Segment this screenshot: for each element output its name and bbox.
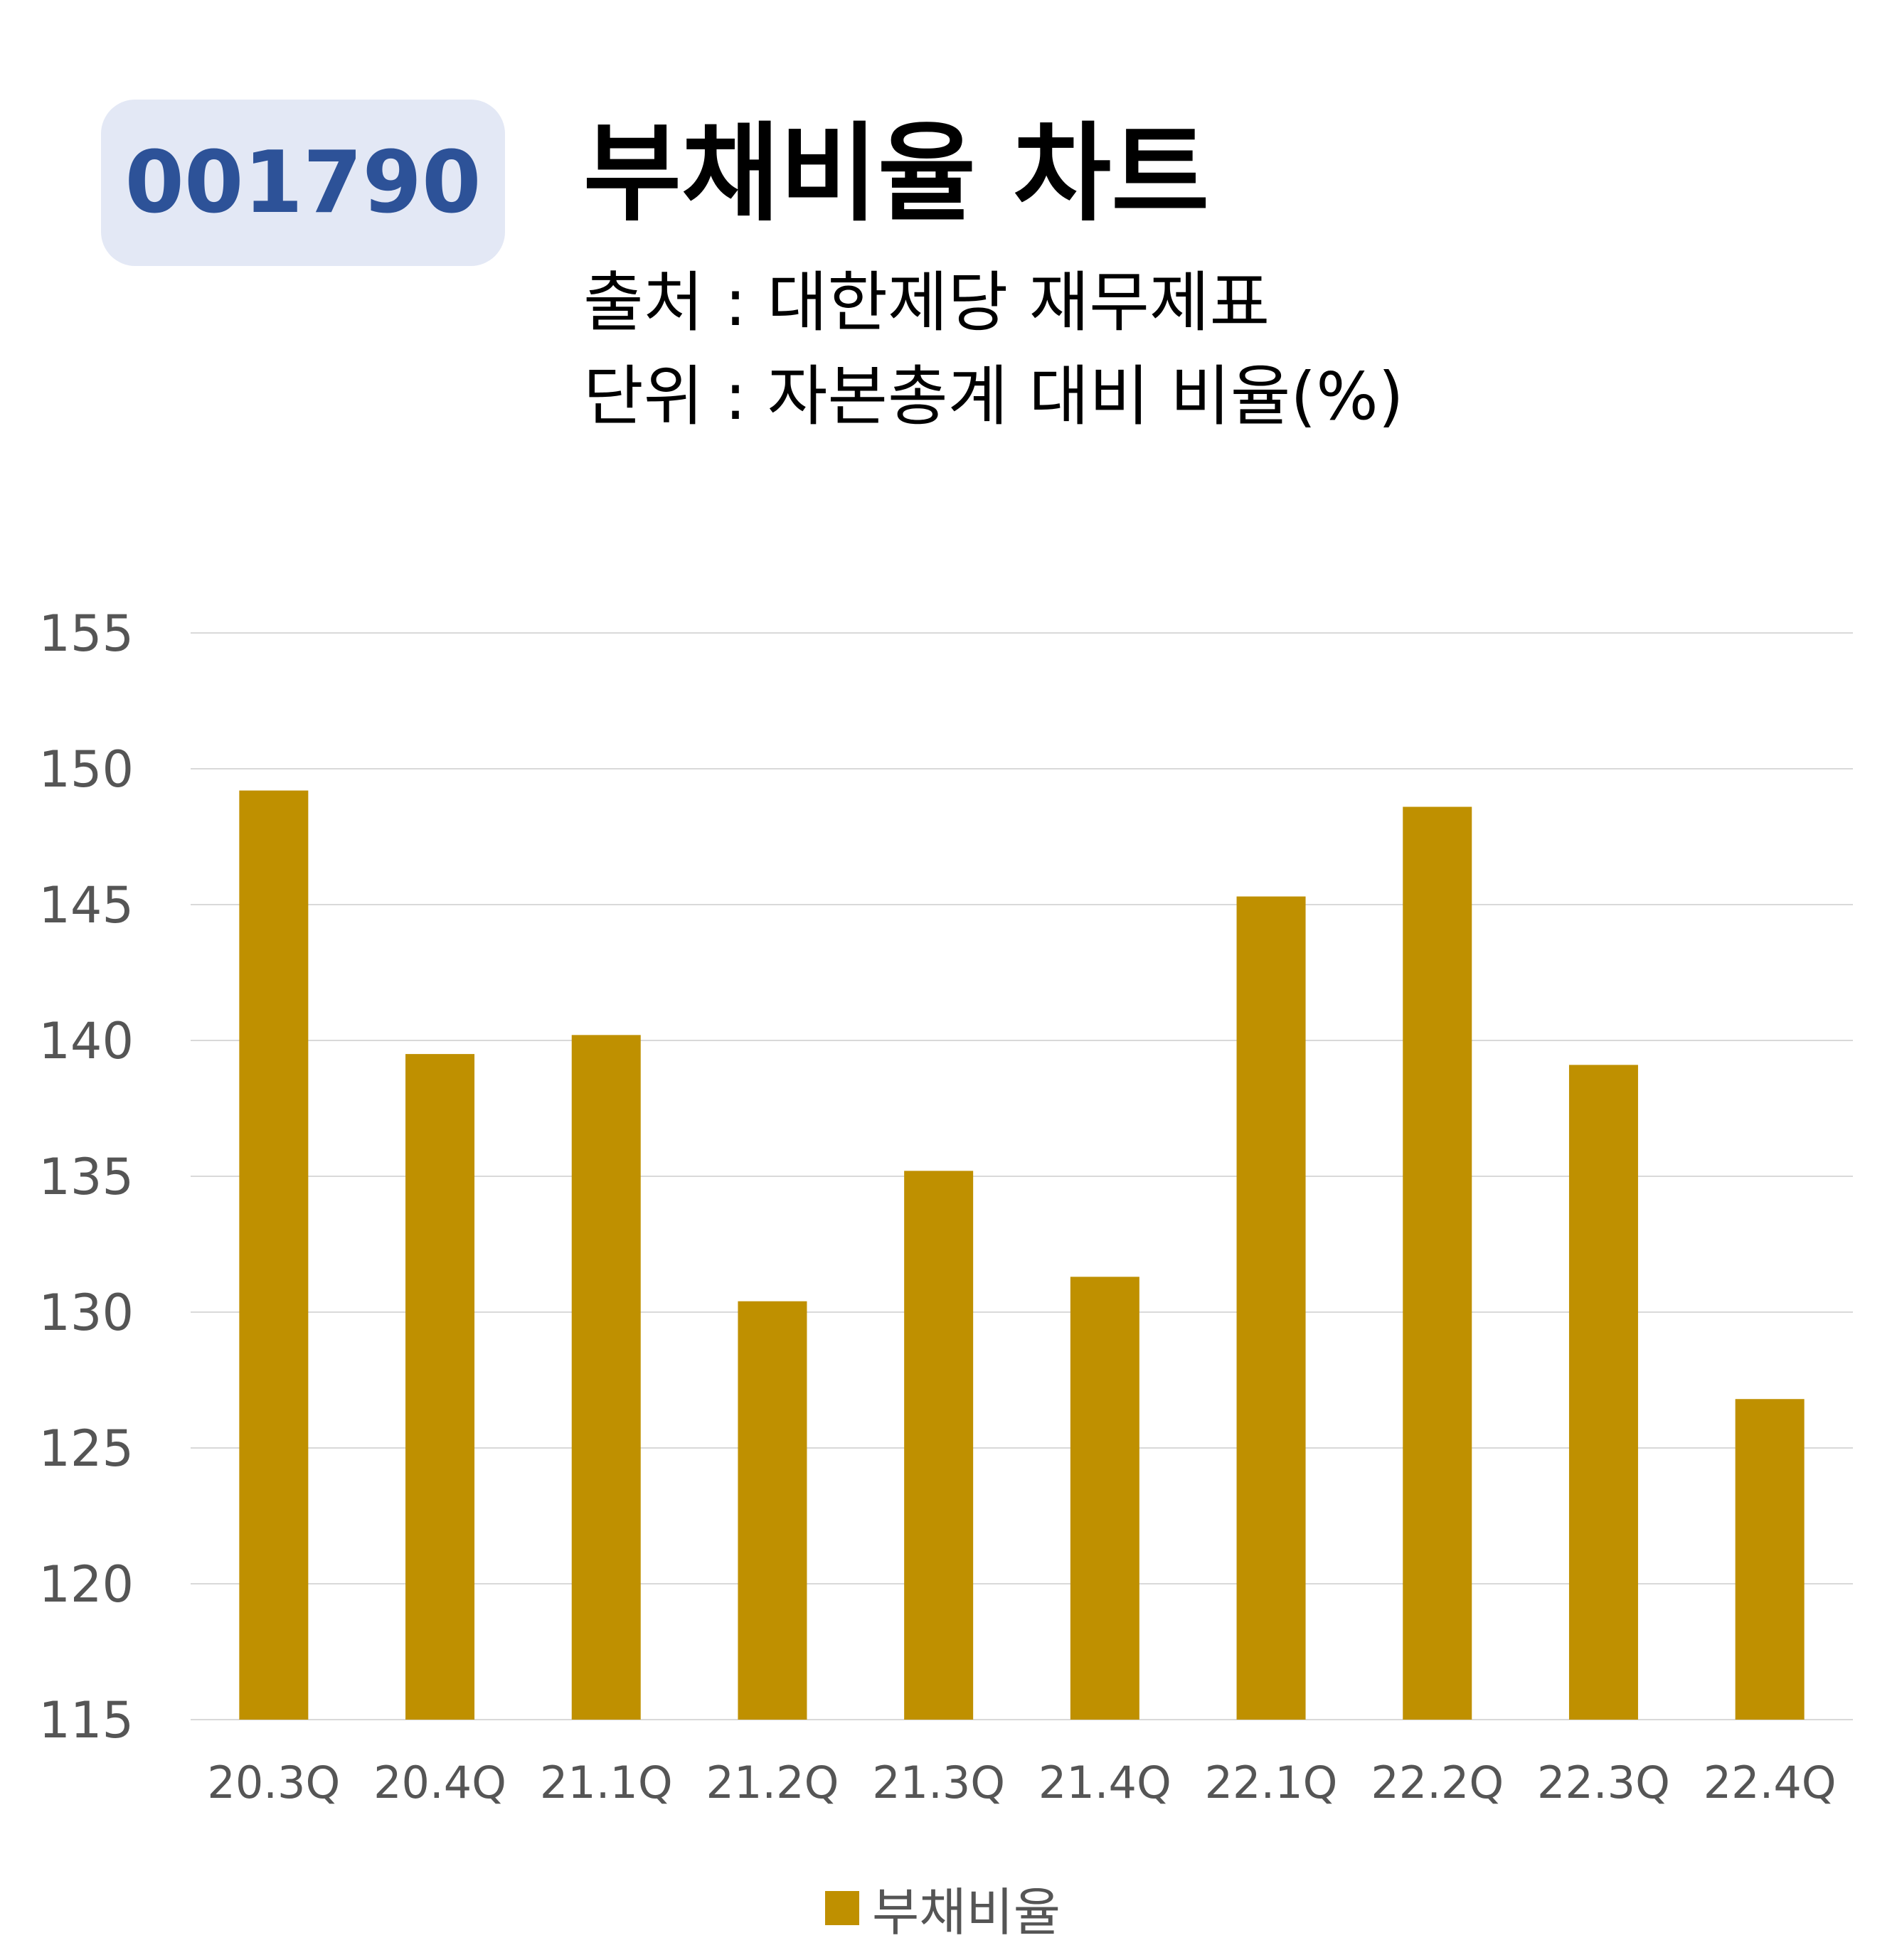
bar-21.3Q (904, 1171, 974, 1720)
y-tick-label: 150 (38, 740, 134, 799)
bar-22.4Q (1735, 1399, 1805, 1720)
unit-note: 단위 : 자본총계 대비 비율(%) (583, 358, 1404, 435)
x-tick-label: 22.2Q (1371, 1757, 1504, 1809)
stock-code-badge: 001790 (101, 100, 505, 266)
x-tick-label: 20.3Q (207, 1757, 340, 1809)
y-tick-label: 155 (38, 604, 134, 663)
y-tick-label: 130 (38, 1284, 134, 1342)
y-tick-label: 125 (38, 1420, 134, 1478)
legend-swatch (825, 1890, 859, 1925)
x-tick-label: 22.1Q (1205, 1757, 1338, 1809)
legend-label: 부채비율 (872, 1882, 1061, 1942)
bar-22.3Q (1568, 1065, 1638, 1720)
legend: 부채비율 (825, 1870, 1061, 1945)
x-tick-label: 22.3Q (1537, 1757, 1670, 1809)
y-tick-label: 120 (38, 1555, 134, 1614)
y-tick-label: 135 (38, 1148, 134, 1206)
bar-22.1Q (1236, 896, 1306, 1720)
source-note: 출처 : 대한제당 재무제표 (583, 265, 1270, 341)
bar-20.4Q (405, 1054, 475, 1720)
bar-22.2Q (1403, 806, 1472, 1720)
x-tick-label: 21.1Q (540, 1757, 673, 1809)
x-tick-label: 21.2Q (706, 1757, 839, 1809)
y-tick-label: 115 (38, 1691, 134, 1749)
x-tick-label: 22.4Q (1704, 1757, 1837, 1809)
bar-21.1Q (571, 1035, 641, 1720)
bar-21.4Q (1070, 1277, 1139, 1720)
bar-21.2Q (738, 1301, 807, 1720)
chart-title: 부채비율 차트 (583, 112, 1210, 236)
y-tick-label: 140 (38, 1012, 134, 1070)
x-tick-label: 20.4Q (373, 1757, 506, 1809)
x-tick-label: 21.3Q (872, 1757, 1005, 1809)
y-tick-label: 145 (38, 876, 134, 934)
bar-20.3Q (239, 790, 309, 1720)
x-tick-label: 21.4Q (1038, 1757, 1171, 1809)
stock-code: 001790 (124, 133, 482, 233)
